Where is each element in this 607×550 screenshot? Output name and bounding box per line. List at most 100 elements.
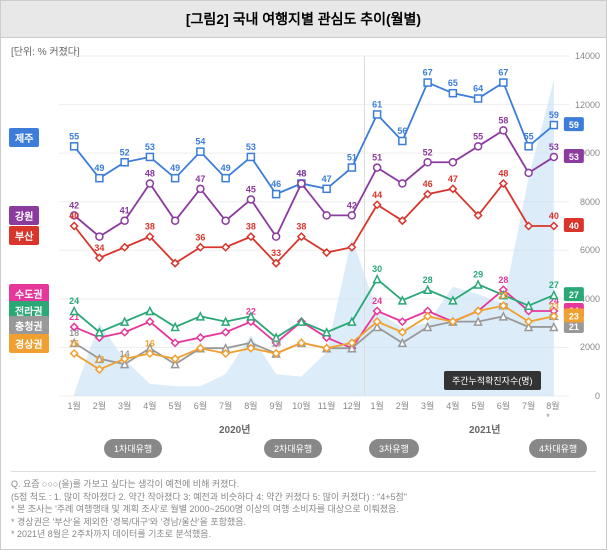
svg-text:27: 27: [549, 280, 559, 290]
x-tick: 12월: [343, 399, 361, 412]
svg-text:55: 55: [69, 131, 79, 141]
y-tick-right: 8000: [568, 197, 600, 207]
svg-text:51: 51: [372, 153, 382, 163]
x-tick: 8월*: [546, 399, 561, 422]
svg-text:46: 46: [271, 179, 281, 189]
chart-container: [그림2] 국내 여행지별 관심도 추이(월별) [단위: % 커졌다] 020…: [0, 0, 607, 550]
svg-text:41: 41: [120, 206, 130, 216]
svg-text:67: 67: [423, 68, 433, 78]
svg-text:24: 24: [372, 296, 382, 306]
x-tick: 8월: [244, 399, 257, 412]
svg-text:38: 38: [145, 222, 155, 232]
svg-text:61: 61: [372, 99, 382, 109]
svg-text:16: 16: [145, 339, 155, 349]
year-label: 2021년: [469, 421, 500, 436]
footnote-line: Q. 요즘 ○○○(을)를 가보고 싶다는 생각이 예전에 비해 커졌다.: [11, 478, 596, 491]
svg-text:36: 36: [195, 232, 205, 242]
x-tick: 4월: [446, 399, 459, 412]
y-tick-right: 14000: [568, 51, 600, 61]
svg-text:48: 48: [296, 169, 306, 179]
svg-text:29: 29: [473, 269, 483, 279]
x-tick: 2월: [396, 399, 409, 412]
svg-text:64: 64: [473, 84, 483, 94]
x-tick: 5월: [471, 399, 484, 412]
svg-text:27: 27: [569, 290, 579, 300]
chart-plot-area: 55 49 52 53 49 54 49 53 46 48 47 51 61 56 67 65 64 67 55 59…: [59, 56, 569, 396]
svg-text:21: 21: [569, 322, 579, 332]
svg-text:42: 42: [69, 200, 79, 210]
y-tick-right: 2000: [568, 342, 600, 352]
svg-text:53: 53: [569, 152, 579, 162]
svg-text:42: 42: [347, 200, 357, 210]
x-tick: 1월: [370, 399, 383, 412]
x-tick: 9월: [269, 399, 282, 412]
svg-text:40: 40: [69, 211, 79, 221]
wave-badge: 1차대유행: [104, 439, 162, 458]
x-tick: 11월: [318, 399, 336, 412]
x-tick: 2월: [93, 399, 106, 412]
x-tick: 1월: [67, 399, 80, 412]
x-tick: 6월: [194, 399, 207, 412]
wave-badge: 3차유행: [369, 439, 419, 458]
y-tick-right: 0: [568, 391, 600, 401]
svg-text:38: 38: [246, 222, 256, 232]
x-tick: 5월: [168, 399, 181, 412]
svg-text:55: 55: [473, 131, 483, 141]
x-tick: 3월: [421, 399, 434, 412]
legend-충청권: 충청권: [9, 316, 49, 335]
svg-text:23: 23: [549, 301, 559, 311]
y-tick-right: 6000: [568, 245, 600, 255]
svg-text:44: 44: [372, 190, 382, 200]
footnote-line: (5점 척도 : 1. 많이 작아졌다 2. 약간 작아졌다 3: 예전과 비슷…: [11, 491, 596, 504]
legend-경상권: 경상권: [9, 334, 49, 353]
x-tick: 6월: [497, 399, 510, 412]
svg-text:25: 25: [498, 291, 508, 301]
svg-text:13: 13: [94, 354, 104, 364]
svg-text:46: 46: [423, 179, 433, 189]
svg-text:47: 47: [448, 174, 458, 184]
svg-text:18: 18: [69, 328, 79, 338]
svg-text:55: 55: [524, 131, 534, 141]
chart-svg: 55 49 52 53 49 54 49 53 46 48 47 51 61 56 67 65 64 67 55 59…: [59, 56, 569, 396]
footnote-line: * 본 조사는 '주례 여행행태 및 계획 조사'로 월별 2000~2500명…: [11, 503, 596, 516]
footnote-line: * 2021년 8월은 2주차까지 데이터를 기초로 분석했음.: [11, 528, 596, 541]
svg-text:30: 30: [372, 264, 382, 274]
svg-text:54: 54: [195, 137, 205, 147]
svg-text:48: 48: [498, 169, 508, 179]
svg-text:45: 45: [246, 184, 256, 194]
svg-text:28: 28: [498, 275, 508, 285]
x-tick: 7월: [522, 399, 535, 412]
svg-text:23: 23: [569, 311, 579, 321]
svg-text:40: 40: [569, 221, 579, 231]
wave-badge: 2차대유행: [264, 439, 322, 458]
wave-badge: 4차대유행: [529, 439, 587, 458]
svg-text:59: 59: [569, 120, 579, 130]
svg-text:49: 49: [221, 163, 231, 173]
svg-text:53: 53: [549, 142, 559, 152]
footnote-line: * 경상권은 '부산'을 제외한 '경북/대구'와 '경남/울산'을 포함했음.: [11, 516, 596, 529]
svg-text:58: 58: [498, 115, 508, 125]
svg-text:16: 16: [271, 339, 281, 349]
svg-text:53: 53: [246, 142, 256, 152]
svg-text:34: 34: [94, 243, 104, 253]
svg-text:67: 67: [498, 68, 508, 78]
svg-text:40: 40: [549, 211, 559, 221]
svg-text:49: 49: [94, 163, 104, 173]
x-tick: 10월: [292, 399, 310, 412]
svg-text:16: 16: [69, 339, 79, 349]
svg-text:38: 38: [296, 222, 306, 232]
legend-제주: 제주: [9, 128, 39, 147]
svg-text:52: 52: [120, 147, 130, 157]
chart-title: [그림2] 국내 여행지별 관심도 추이(월별): [1, 1, 606, 38]
svg-text:52: 52: [423, 147, 433, 157]
year-label: 2020년: [219, 421, 250, 436]
svg-text:47: 47: [322, 174, 332, 184]
x-tick: 4월: [143, 399, 156, 412]
svg-text:56: 56: [397, 126, 407, 136]
svg-text:65: 65: [448, 78, 458, 88]
event-label: 주간누적확진자수(명): [444, 371, 541, 390]
svg-text:59: 59: [549, 110, 559, 120]
svg-text:47: 47: [195, 174, 205, 184]
y-tick-right: 12000: [568, 100, 600, 110]
svg-text:49: 49: [170, 163, 180, 173]
